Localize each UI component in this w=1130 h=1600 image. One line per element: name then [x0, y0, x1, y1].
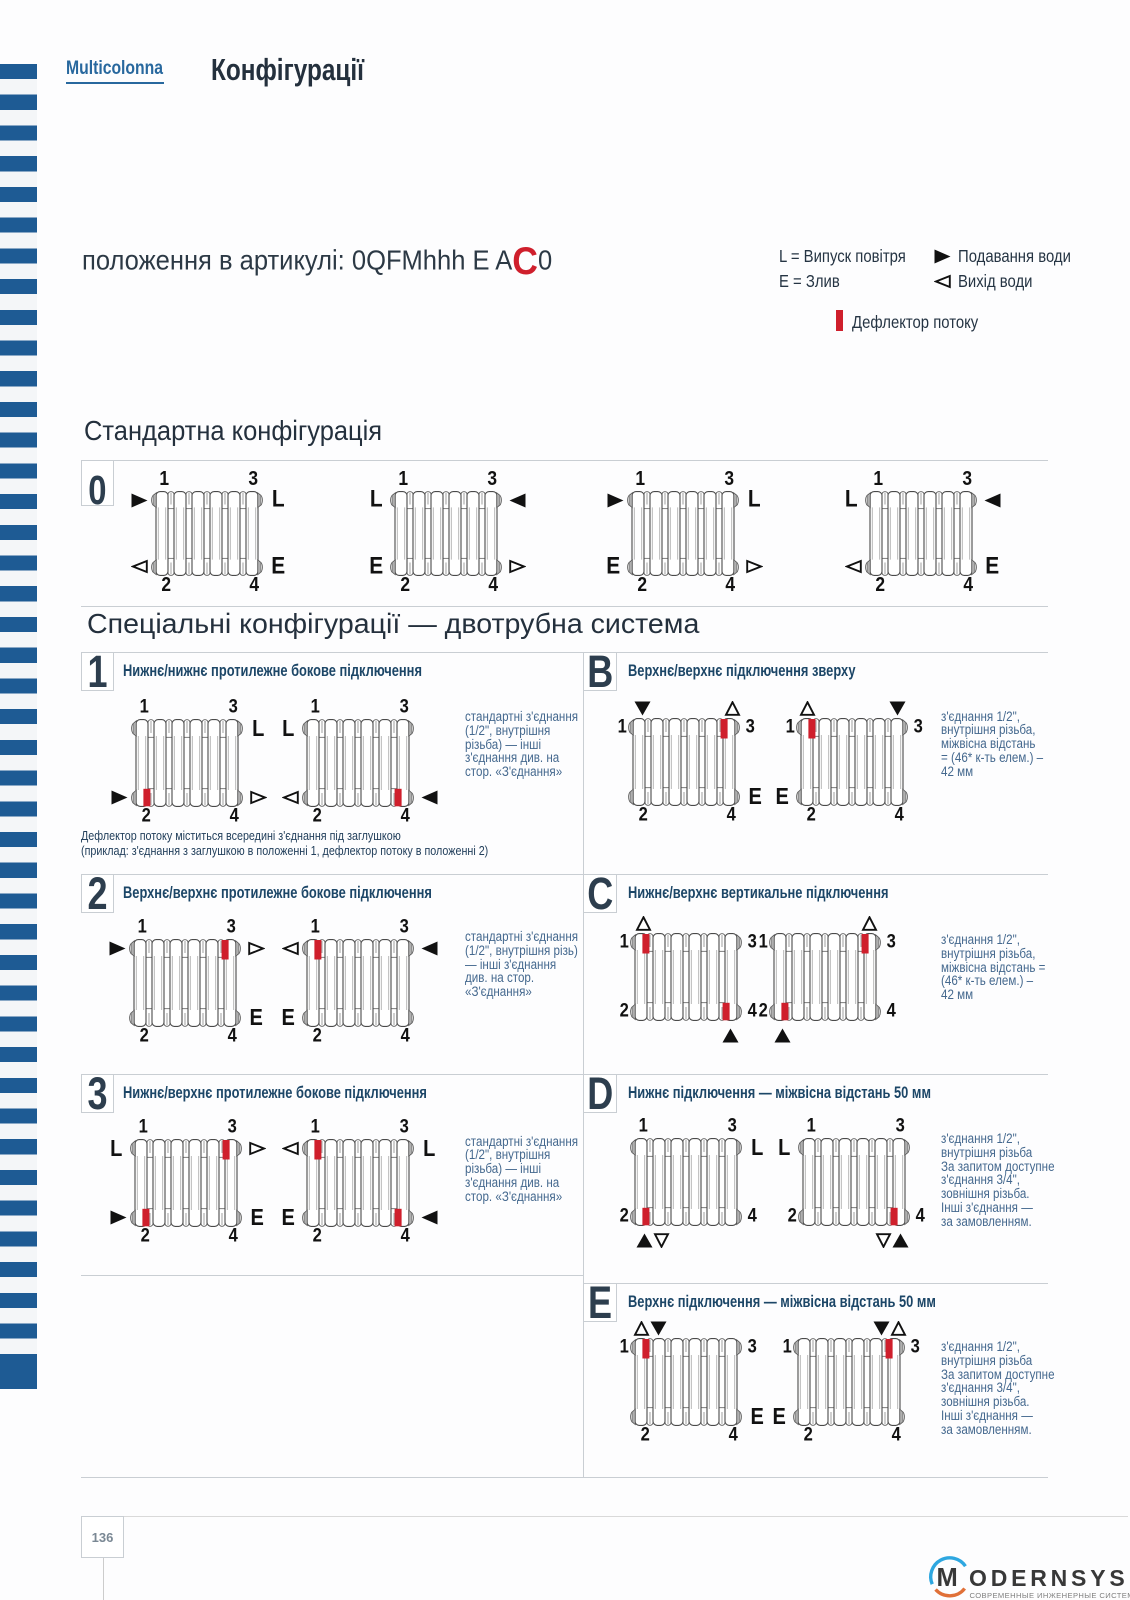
svg-text:M: M	[937, 1564, 958, 1592]
svg-text:СОВРЕМЕННЫЕ ИНЖЕНЕРНЫЕ СИСТЕМЫ: СОВРЕМЕННЫЕ ИНЖЕНЕРНЫЕ СИСТЕМЫ	[970, 1591, 1130, 1600]
svg-text:ODERNSYS: ODERNSYS	[969, 1565, 1128, 1591]
